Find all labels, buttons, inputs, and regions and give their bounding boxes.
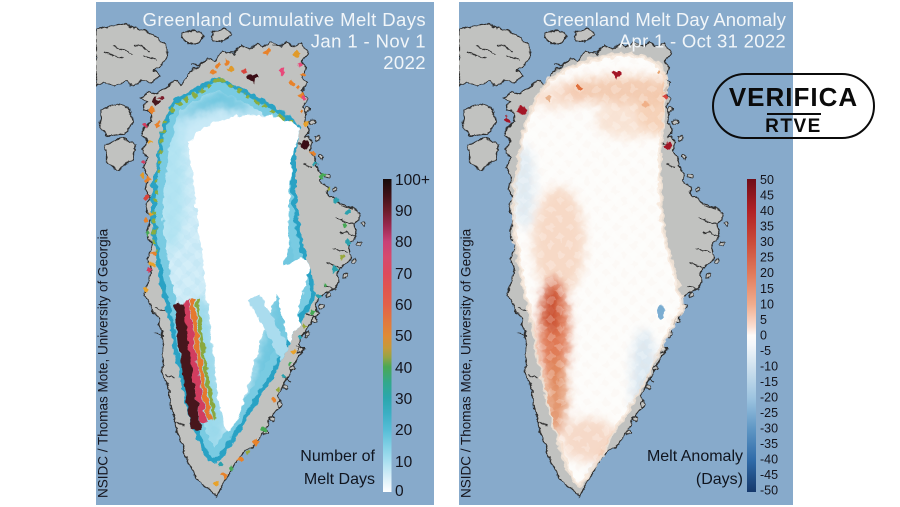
svg-text:80: 80 xyxy=(395,234,413,251)
svg-text:70: 70 xyxy=(395,266,413,283)
svg-text:10: 10 xyxy=(760,298,774,312)
svg-text:40: 40 xyxy=(395,360,413,377)
svg-text:5: 5 xyxy=(760,313,767,327)
svg-text:-5: -5 xyxy=(760,344,771,358)
svg-text:-45: -45 xyxy=(760,468,778,482)
svg-text:-50: -50 xyxy=(760,484,778,498)
svg-text:-20: -20 xyxy=(760,391,778,405)
svg-text:-30: -30 xyxy=(760,422,778,436)
svg-text:0: 0 xyxy=(760,329,767,343)
svg-text:35: 35 xyxy=(760,220,774,234)
svg-text:-40: -40 xyxy=(760,453,778,467)
svg-text:20: 20 xyxy=(395,422,413,439)
svg-text:45: 45 xyxy=(760,189,774,203)
svg-text:2022: 2022 xyxy=(383,52,426,73)
svg-text:10: 10 xyxy=(395,454,413,471)
svg-text:30: 30 xyxy=(760,235,774,249)
svg-text:40: 40 xyxy=(760,204,774,218)
svg-text:-15: -15 xyxy=(760,375,778,389)
svg-text:NSIDC / Thomas Mote, Universit: NSIDC / Thomas Mote, University of Georg… xyxy=(459,228,474,498)
svg-text:-10: -10 xyxy=(760,360,778,374)
svg-text:90: 90 xyxy=(395,203,413,220)
svg-text:60: 60 xyxy=(395,297,413,314)
svg-text:Jan 1 - Nov 1: Jan 1 - Nov 1 xyxy=(311,31,426,52)
svg-text:0: 0 xyxy=(395,483,404,500)
svg-text:-25: -25 xyxy=(760,406,778,420)
svg-text:Greenland Cumulative Melt Days: Greenland Cumulative Melt Days xyxy=(143,9,426,30)
svg-text:Melt Anomaly: Melt Anomaly xyxy=(647,448,743,465)
svg-text:25: 25 xyxy=(760,251,774,265)
svg-text:15: 15 xyxy=(760,282,774,296)
svg-text:Apr 1 - Oct 31 2022: Apr 1 - Oct 31 2022 xyxy=(619,31,786,52)
svg-text:50: 50 xyxy=(395,328,413,345)
svg-text:Number of: Number of xyxy=(300,448,375,465)
svg-text:20: 20 xyxy=(760,266,774,280)
svg-text:Melt Days: Melt Days xyxy=(304,471,375,488)
svg-text:Greenland Melt Day Anomaly: Greenland Melt Day Anomaly xyxy=(543,9,787,30)
svg-text:100+: 100+ xyxy=(395,172,430,189)
svg-text:50: 50 xyxy=(760,173,774,187)
svg-text:NSIDC / Thomas Mote, Universit: NSIDC / Thomas Mote, University of Georg… xyxy=(96,228,111,498)
svg-text:(Days): (Days) xyxy=(696,471,743,488)
svg-text:-35: -35 xyxy=(760,437,778,451)
svg-text:30: 30 xyxy=(395,391,413,408)
